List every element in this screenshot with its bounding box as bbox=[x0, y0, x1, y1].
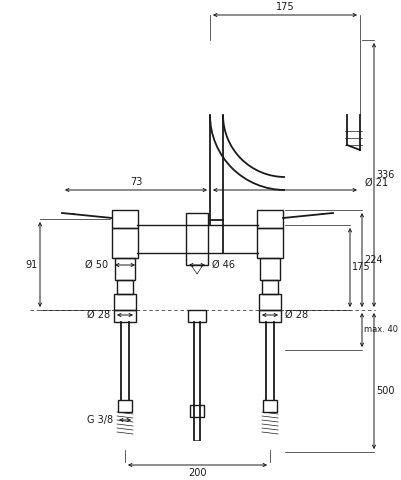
Bar bbox=[260, 258, 280, 280]
Text: max. 40: max. 40 bbox=[364, 325, 398, 335]
Bar bbox=[259, 294, 281, 310]
Bar bbox=[114, 294, 136, 310]
Text: Ø 46: Ø 46 bbox=[212, 260, 235, 270]
Text: 175: 175 bbox=[276, 2, 294, 12]
Text: 224: 224 bbox=[364, 255, 383, 265]
Text: 91: 91 bbox=[26, 260, 38, 269]
Text: 175: 175 bbox=[352, 263, 371, 273]
Bar bbox=[114, 310, 136, 322]
Text: 73: 73 bbox=[130, 177, 142, 187]
Bar bbox=[186, 213, 208, 265]
Text: 500: 500 bbox=[376, 386, 395, 396]
Bar bbox=[112, 228, 138, 258]
Text: Ø 50: Ø 50 bbox=[85, 260, 108, 270]
Text: Ø 21: Ø 21 bbox=[365, 178, 388, 188]
Text: Ø 28: Ø 28 bbox=[285, 310, 308, 320]
Bar bbox=[112, 210, 138, 228]
Bar bbox=[117, 280, 133, 294]
Bar bbox=[263, 400, 277, 412]
Bar bbox=[259, 310, 281, 322]
Bar bbox=[118, 400, 132, 412]
Bar bbox=[190, 405, 204, 417]
Bar bbox=[257, 210, 283, 228]
Text: G 3/8: G 3/8 bbox=[87, 415, 113, 425]
Bar bbox=[257, 228, 283, 258]
Bar bbox=[115, 258, 135, 280]
Bar bbox=[188, 310, 206, 322]
Bar bbox=[262, 280, 278, 294]
Text: 200: 200 bbox=[188, 468, 207, 478]
Text: Ø 28: Ø 28 bbox=[87, 310, 110, 320]
Text: 336: 336 bbox=[376, 170, 394, 180]
